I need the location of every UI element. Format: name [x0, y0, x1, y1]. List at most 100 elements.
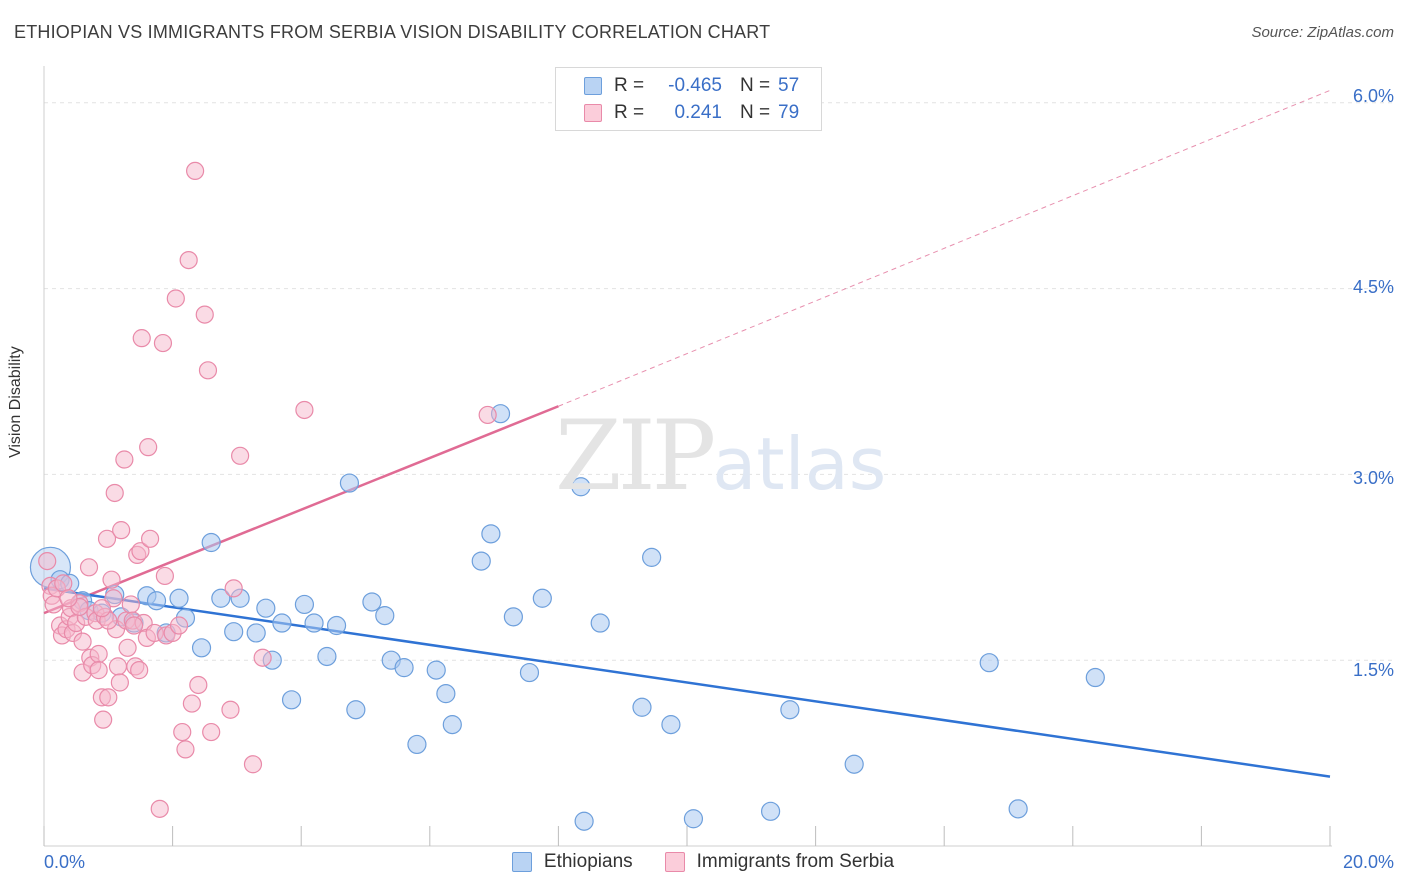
ethiopians-point	[339, 473, 360, 493]
serbia-point	[121, 595, 140, 614]
serbia-point	[89, 644, 108, 664]
correlation-legend: R = -0.465 N = 57 R = 0.241 N = 79	[555, 67, 822, 131]
serbia-point	[73, 632, 92, 651]
serbia-point	[224, 579, 243, 598]
y-axis-label: Vision Disability	[7, 346, 24, 458]
serbia-point	[115, 450, 134, 469]
watermark: ZIPatlas	[555, 400, 886, 512]
r-label: R =	[614, 75, 645, 96]
serbia-point	[179, 250, 198, 270]
serbia-points	[38, 161, 497, 818]
serbia-point	[140, 529, 160, 548]
source-label: Source: ZipAtlas.com	[1251, 24, 1394, 41]
ethiopians-point	[272, 613, 292, 633]
serbia-point	[130, 661, 149, 680]
ethiopians-trend-line	[43, 587, 1331, 778]
ethiopians-point	[442, 715, 462, 735]
ethiopians-point	[844, 754, 864, 774]
serbia-point	[124, 616, 144, 635]
legend-item-ethiopians[interactable]: Ethiopians	[511, 851, 633, 873]
ethiopians-point	[246, 623, 266, 643]
ethiopians-point	[426, 660, 446, 680]
serbia-point	[79, 558, 99, 577]
serbia-r-value: 0.241	[674, 102, 722, 123]
ethiopians-point	[375, 605, 395, 626]
ethiopians-n-value: 57	[778, 75, 800, 96]
serbia-point	[110, 673, 129, 692]
serbia-point	[198, 361, 218, 380]
serbia-point	[131, 542, 150, 561]
serbia-point	[139, 438, 158, 457]
serbia-point	[478, 405, 497, 425]
serbia-point	[92, 599, 111, 618]
ethiopians-point	[191, 638, 212, 658]
watermark-zip: ZIP	[555, 400, 716, 512]
serbia-point	[97, 529, 117, 548]
watermark-atlas: atlas	[712, 422, 887, 506]
ethiopians-point	[780, 700, 800, 720]
legend-row-serbia: R = 0.241 N = 79	[584, 101, 799, 125]
serbia-point	[94, 710, 113, 729]
grid-lines	[44, 102, 1395, 661]
serbia-point	[150, 799, 169, 818]
serbia-point	[253, 648, 272, 667]
serbia-point	[104, 589, 123, 608]
y-tick-label: 4.5%	[1352, 277, 1394, 297]
serbia-point	[59, 589, 78, 608]
ethiopians-point	[281, 690, 302, 710]
ethiopians-point	[304, 613, 324, 633]
serbia-point	[89, 661, 108, 680]
serbia-trend-line	[43, 405, 559, 615]
serbia-point	[173, 722, 192, 742]
ethiopians-point	[326, 615, 347, 636]
ethiopians-point	[211, 588, 231, 608]
serbia-swatch	[584, 104, 602, 122]
ethiopians-point	[590, 613, 610, 633]
serbia-point	[176, 740, 195, 759]
serbia-point	[243, 755, 263, 774]
serbia-point	[38, 551, 57, 571]
n-label: N =	[740, 75, 771, 96]
serbia-point	[231, 446, 250, 465]
serbia-point	[153, 333, 173, 353]
legend-label-serbia: Immigrants from Serbia	[696, 851, 895, 872]
ethiopians-point	[760, 801, 781, 821]
ethiopians-point	[146, 591, 167, 611]
ethiopians-r-value: -0.465	[668, 75, 722, 96]
ethiopians-swatch	[511, 852, 532, 872]
serbia-point	[99, 688, 118, 707]
ethiopians-point	[642, 547, 662, 567]
ethiopians-point	[169, 588, 189, 608]
ethiopians-point	[979, 653, 999, 673]
ethiopians-point	[471, 551, 491, 571]
serbia-point	[132, 329, 151, 348]
serbia-point	[202, 722, 221, 742]
ethiopians-swatch	[584, 77, 602, 95]
ethiopians-point	[436, 684, 456, 704]
trend-lines	[43, 89, 1331, 778]
ethiopians-point	[407, 734, 427, 755]
ethiopians-point	[532, 588, 552, 608]
serbia-point	[155, 566, 174, 586]
y-tick-label: 3.0%	[1352, 468, 1394, 488]
ethiopians-point	[317, 646, 337, 667]
serbia-point	[105, 483, 124, 503]
serbia-point	[189, 675, 208, 695]
ethiopians-point	[574, 811, 594, 831]
serbia-point	[295, 400, 314, 420]
n-label: N =	[740, 102, 771, 123]
legend-row-ethiopians: R = -0.465 N = 57	[584, 74, 799, 98]
ethiopians-point	[224, 622, 244, 642]
r-label: R =	[614, 102, 645, 123]
x-tick-label-max: 20.0%	[1342, 852, 1394, 872]
serbia-n-value: 79	[778, 102, 800, 123]
serbia-point	[186, 161, 205, 181]
ethiopians-point	[1008, 799, 1028, 819]
ethiopians-point	[519, 662, 540, 683]
legend-item-serbia[interactable]: Immigrants from Serbia	[664, 851, 895, 873]
serbia-point	[102, 570, 121, 589]
legend-label-ethiopians: Ethiopians	[543, 851, 633, 872]
ethiopians-point	[1085, 667, 1105, 688]
ethiopians-point	[346, 700, 366, 720]
